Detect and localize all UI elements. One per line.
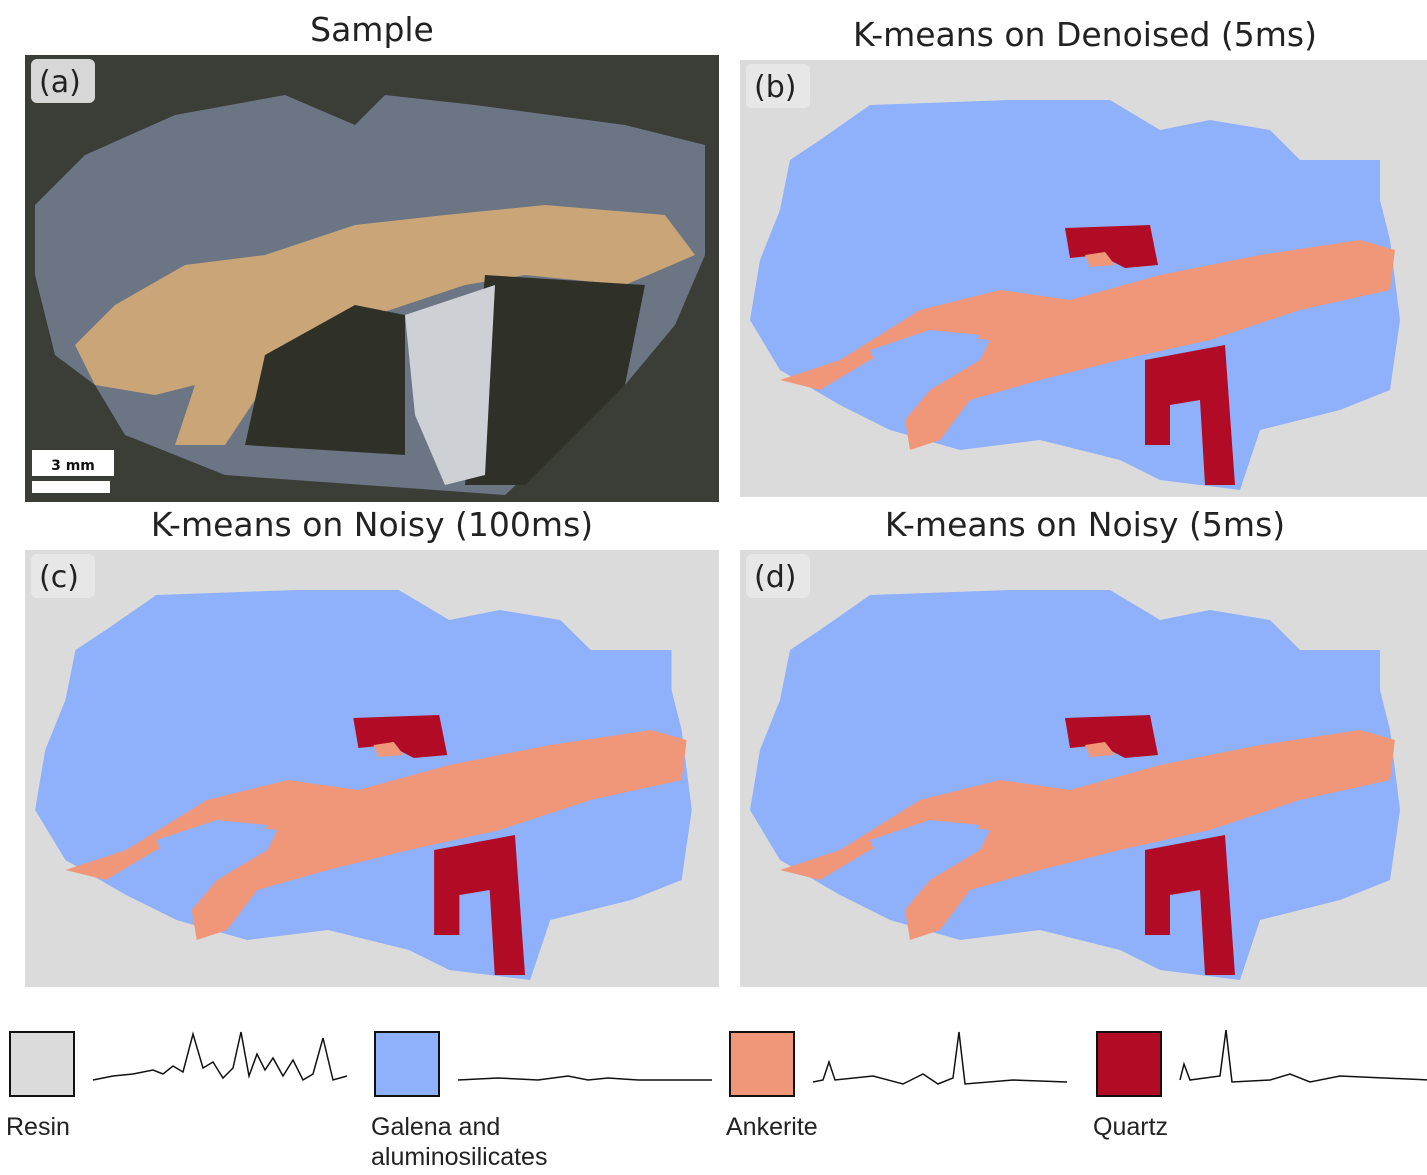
- scale-bar: 3 mm: [32, 450, 114, 493]
- page: {"panels": [ {"label": "(a)", "title": "…: [0, 0, 1427, 1175]
- scale-label: 3 mm: [51, 458, 95, 474]
- panel-title: K-means on Noisy (5ms): [885, 505, 1285, 544]
- spectrum: [1180, 1030, 1427, 1082]
- panel-label: (a): [39, 65, 81, 100]
- cluster-map: [25, 550, 719, 987]
- panel-label: (c): [39, 560, 79, 595]
- figure: Sample 3 mm (a) K-means on Denoised (5ms) (b…: [0, 0, 1427, 1175]
- spectrum: [93, 1032, 347, 1080]
- legend-label: Quartz: [1093, 1112, 1313, 1142]
- panel-label: (d): [754, 560, 796, 595]
- spectrum: [458, 1076, 712, 1080]
- legend-swatch: [1097, 1032, 1161, 1096]
- legend-label: Resin: [6, 1112, 226, 1142]
- spectrum: [813, 1032, 1067, 1084]
- panel-label: (b): [754, 70, 796, 105]
- panel-title: K-means on Denoised (5ms): [853, 15, 1317, 54]
- legend-label: Galena and aluminosilicates: [371, 1112, 591, 1172]
- legend-label: Ankerite: [726, 1112, 946, 1142]
- cluster-map: [740, 550, 1427, 987]
- panel-title: Sample: [310, 10, 434, 49]
- scale-line: [32, 481, 110, 493]
- legend-swatch: [10, 1032, 74, 1096]
- cluster-map: [740, 60, 1427, 497]
- legend-swatch: [730, 1032, 794, 1096]
- legend-swatch: [375, 1032, 439, 1096]
- panel-title: K-means on Noisy (100ms): [151, 505, 593, 544]
- sample-photo: 3 mm: [25, 55, 719, 502]
